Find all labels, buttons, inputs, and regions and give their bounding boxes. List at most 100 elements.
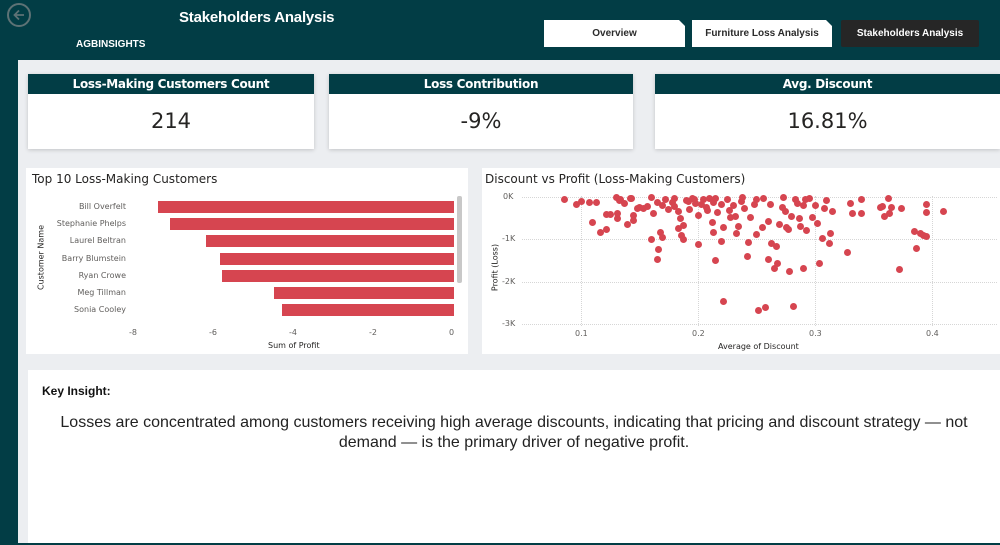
data-point[interactable] <box>624 220 632 228</box>
data-point[interactable] <box>829 208 837 216</box>
data-point[interactable] <box>797 223 805 231</box>
data-point[interactable] <box>674 207 682 215</box>
data-point[interactable] <box>805 194 813 202</box>
data-point[interactable] <box>788 213 796 221</box>
bar[interactable] <box>158 201 454 213</box>
back-button[interactable] <box>7 3 31 27</box>
data-point[interactable] <box>796 215 804 223</box>
data-point[interactable] <box>613 214 621 222</box>
data-point[interactable] <box>671 195 679 203</box>
data-point[interactable] <box>741 205 749 213</box>
data-point[interactable] <box>680 235 688 243</box>
data-point[interactable] <box>654 245 662 253</box>
data-point[interactable] <box>729 201 737 209</box>
data-point[interactable] <box>639 205 647 213</box>
data-point[interactable] <box>790 303 798 311</box>
data-point[interactable] <box>727 213 735 221</box>
data-point[interactable] <box>714 208 722 216</box>
data-point[interactable] <box>709 198 717 206</box>
data-point[interactable] <box>858 210 866 218</box>
data-point[interactable] <box>613 209 621 217</box>
data-point[interactable] <box>572 201 580 209</box>
data-point[interactable] <box>686 206 694 214</box>
data-point[interactable] <box>653 198 661 206</box>
data-point[interactable] <box>922 233 930 241</box>
data-point[interactable] <box>720 297 728 305</box>
data-point[interactable] <box>846 199 854 207</box>
data-point[interactable] <box>799 201 807 209</box>
data-point[interactable] <box>712 256 720 264</box>
data-point[interactable] <box>886 209 894 217</box>
data-point[interactable] <box>657 229 665 237</box>
data-point[interactable] <box>844 249 852 257</box>
data-point[interactable] <box>803 227 811 235</box>
data-point[interactable] <box>692 199 700 207</box>
data-point[interactable] <box>694 241 702 249</box>
data-point[interactable] <box>661 196 669 204</box>
data-point[interactable] <box>674 225 682 233</box>
data-point[interactable] <box>770 265 778 273</box>
data-point[interactable] <box>791 195 799 203</box>
data-point[interactable] <box>630 211 638 219</box>
data-point[interactable] <box>880 213 888 221</box>
data-point[interactable] <box>758 223 766 231</box>
data-point[interactable] <box>743 252 751 260</box>
data-point[interactable] <box>733 230 741 238</box>
data-point[interactable] <box>813 219 821 227</box>
chart-scrollbar[interactable] <box>457 196 462 283</box>
data-point[interactable] <box>738 194 746 202</box>
data-point[interactable] <box>620 199 628 207</box>
data-point[interactable] <box>577 197 585 205</box>
data-point[interactable] <box>885 195 893 203</box>
data-point[interactable] <box>858 195 866 203</box>
data-point[interactable] <box>774 259 782 267</box>
data-point[interactable] <box>703 207 711 215</box>
data-point[interactable] <box>647 194 655 202</box>
data-point[interactable] <box>767 201 775 209</box>
data-point[interactable] <box>764 256 772 264</box>
data-point[interactable] <box>717 237 725 245</box>
data-point[interactable] <box>755 306 763 314</box>
data-point[interactable] <box>760 194 768 202</box>
data-point[interactable] <box>678 231 686 239</box>
data-point[interactable] <box>784 226 792 234</box>
data-point[interactable] <box>816 259 824 267</box>
data-point[interactable] <box>606 211 614 219</box>
data-point[interactable] <box>561 195 569 203</box>
bar[interactable] <box>220 252 454 265</box>
data-point[interactable] <box>922 201 930 209</box>
data-point[interactable] <box>922 208 930 216</box>
data-point[interactable] <box>898 205 906 213</box>
data-point[interactable] <box>735 222 743 230</box>
data-point[interactable] <box>809 213 817 221</box>
data-point[interactable] <box>825 240 833 248</box>
bar[interactable] <box>170 218 454 231</box>
data-point[interactable] <box>782 208 790 216</box>
data-point[interactable] <box>723 196 731 204</box>
data-point[interactable] <box>895 266 903 274</box>
data-point[interactable] <box>597 228 605 236</box>
data-point[interactable] <box>644 202 652 210</box>
data-point[interactable] <box>818 235 826 243</box>
data-point[interactable] <box>823 196 831 204</box>
data-point[interactable] <box>753 195 760 203</box>
data-point[interactable] <box>776 220 784 228</box>
data-point[interactable] <box>762 303 770 311</box>
data-point[interactable] <box>720 223 728 231</box>
bar[interactable] <box>282 304 454 317</box>
data-point[interactable] <box>940 207 948 215</box>
data-point[interactable] <box>709 229 717 237</box>
data-point[interactable] <box>768 240 776 248</box>
tab-furniture-loss-analysis[interactable]: Furniture Loss Analysis <box>692 20 832 47</box>
data-point[interactable] <box>592 198 600 206</box>
data-point[interactable] <box>811 201 819 209</box>
data-point[interactable] <box>717 200 725 208</box>
data-point[interactable] <box>690 196 698 204</box>
data-point[interactable] <box>671 203 679 211</box>
data-point[interactable] <box>650 209 658 217</box>
data-point[interactable] <box>750 201 758 209</box>
tab-overview[interactable]: Overview <box>544 20 685 47</box>
data-point[interactable] <box>848 209 856 217</box>
data-point[interactable] <box>612 194 620 202</box>
data-point[interactable] <box>799 264 807 272</box>
